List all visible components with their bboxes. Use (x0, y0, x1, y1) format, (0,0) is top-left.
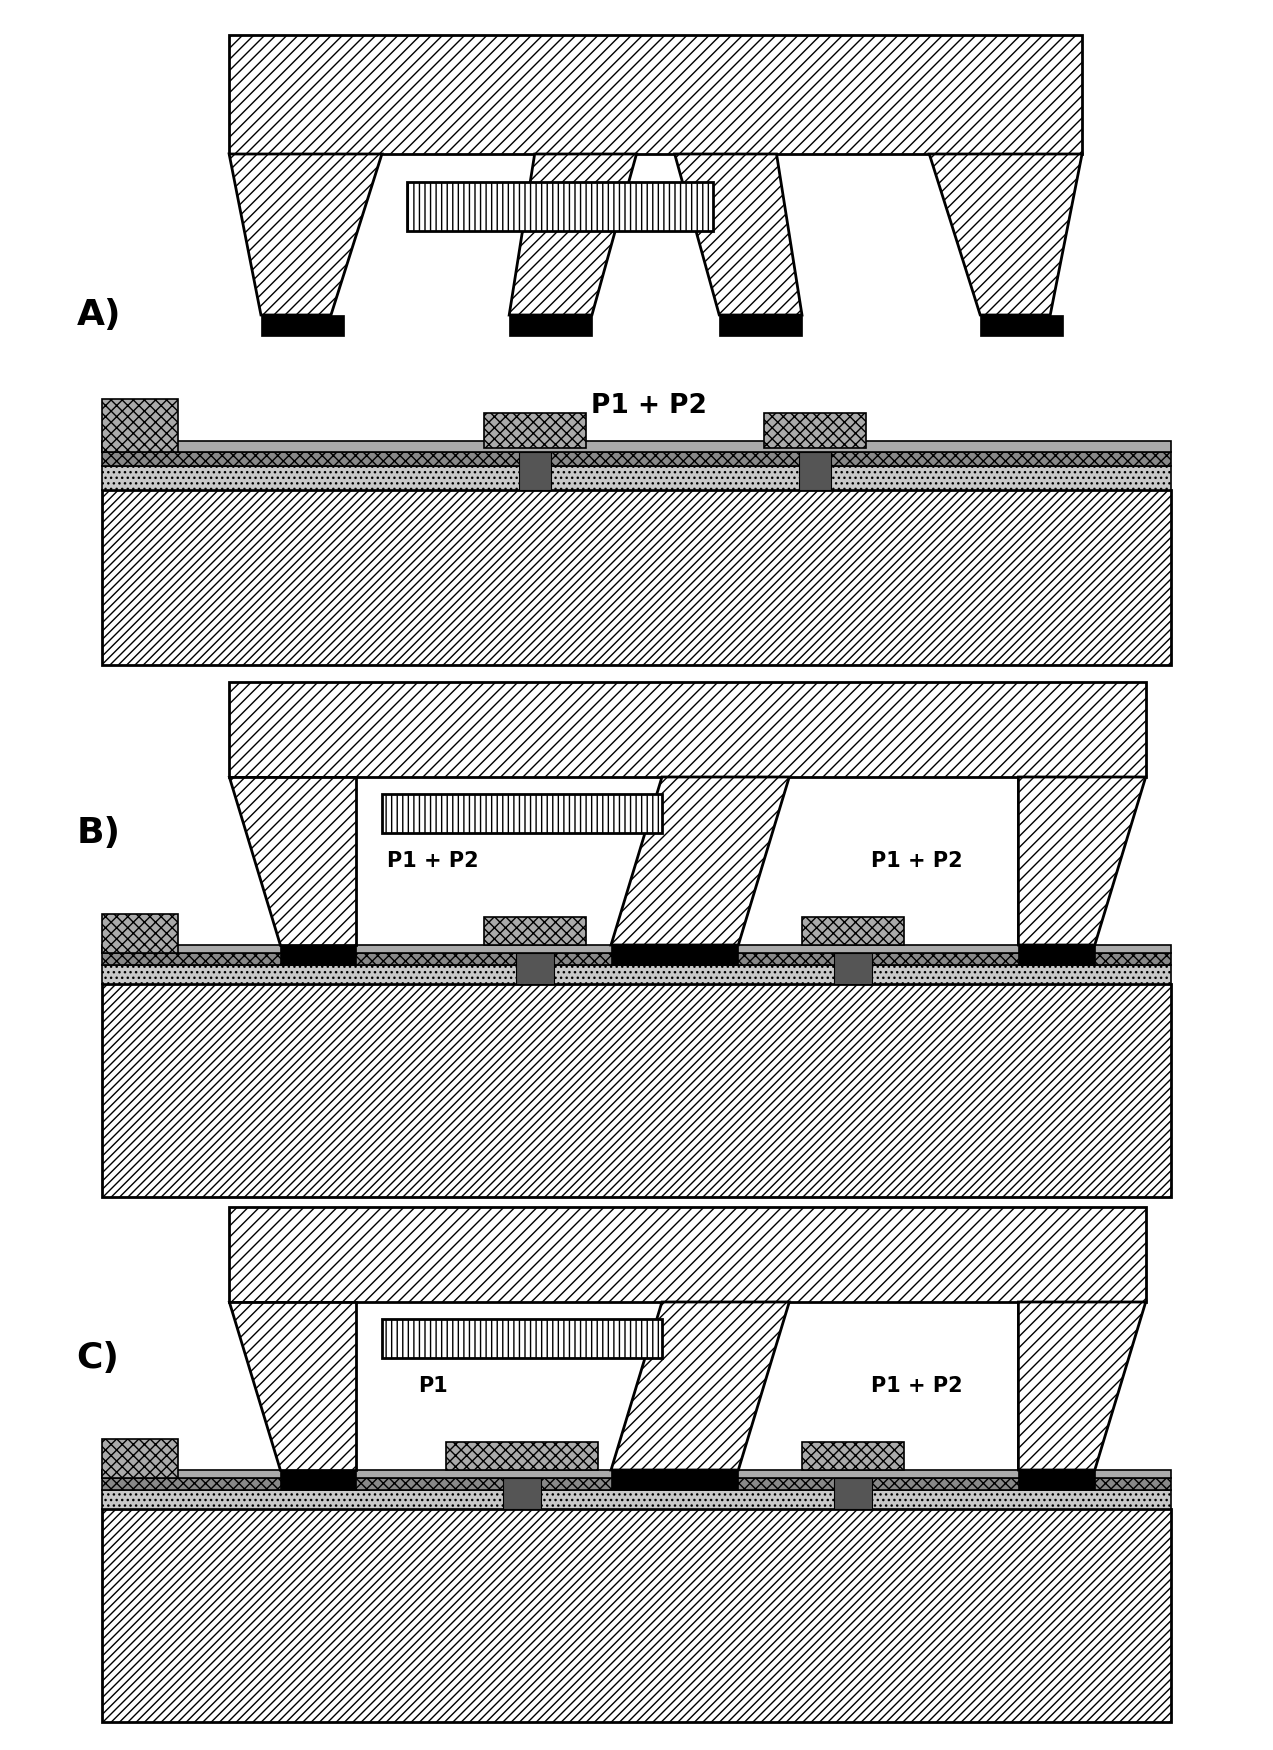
Bar (484, 917, 586, 945)
Polygon shape (509, 154, 636, 315)
Bar (102, 466, 1171, 490)
Bar (102, 954, 1171, 964)
Bar (719, 315, 802, 336)
Bar (280, 945, 356, 964)
Polygon shape (229, 1302, 356, 1470)
Polygon shape (1018, 777, 1146, 945)
Polygon shape (675, 154, 802, 315)
Bar (516, 954, 554, 984)
Polygon shape (229, 154, 382, 315)
Polygon shape (611, 777, 789, 945)
Bar (102, 964, 1171, 984)
Text: P1 + P2: P1 + P2 (591, 394, 708, 418)
Polygon shape (229, 777, 356, 945)
Bar (980, 315, 1063, 336)
Bar (834, 954, 872, 984)
Bar (611, 945, 738, 964)
Text: P1 + P2: P1 + P2 (387, 850, 479, 872)
Bar (1018, 1470, 1095, 1489)
Bar (799, 452, 831, 490)
Polygon shape (611, 1302, 789, 1470)
Bar (102, 945, 1171, 954)
Text: C): C) (76, 1340, 120, 1376)
Bar (102, 1508, 1171, 1722)
Bar (102, 914, 178, 954)
Text: P1: P1 (418, 1376, 448, 1396)
Bar (484, 413, 586, 448)
Bar (834, 1479, 872, 1508)
Bar (102, 1489, 1171, 1508)
Bar (261, 315, 344, 336)
Polygon shape (1018, 1302, 1146, 1470)
Bar (102, 1470, 1171, 1479)
Bar (102, 441, 1171, 452)
Bar (802, 1442, 904, 1470)
Bar (509, 315, 592, 336)
Bar (446, 1442, 598, 1470)
Bar (382, 1320, 662, 1358)
Bar (102, 984, 1171, 1197)
Bar (611, 1470, 738, 1489)
Bar (382, 794, 662, 833)
Bar (802, 917, 904, 945)
Bar (1018, 945, 1095, 964)
Bar (764, 413, 866, 448)
Bar (503, 1479, 541, 1508)
Polygon shape (229, 35, 1082, 154)
Bar (102, 452, 1171, 466)
Polygon shape (929, 154, 1082, 315)
Text: P1 + P2: P1 + P2 (871, 1376, 962, 1396)
Bar (102, 490, 1171, 665)
Polygon shape (229, 1208, 1146, 1302)
Bar (102, 1479, 1171, 1489)
Text: A): A) (76, 298, 121, 332)
Text: P1 + P2: P1 + P2 (871, 850, 962, 872)
Text: B): B) (76, 816, 121, 850)
Polygon shape (229, 682, 1146, 777)
Bar (519, 452, 551, 490)
Bar (280, 1470, 356, 1489)
Bar (407, 182, 713, 231)
Bar (102, 1438, 178, 1479)
Bar (102, 399, 178, 452)
